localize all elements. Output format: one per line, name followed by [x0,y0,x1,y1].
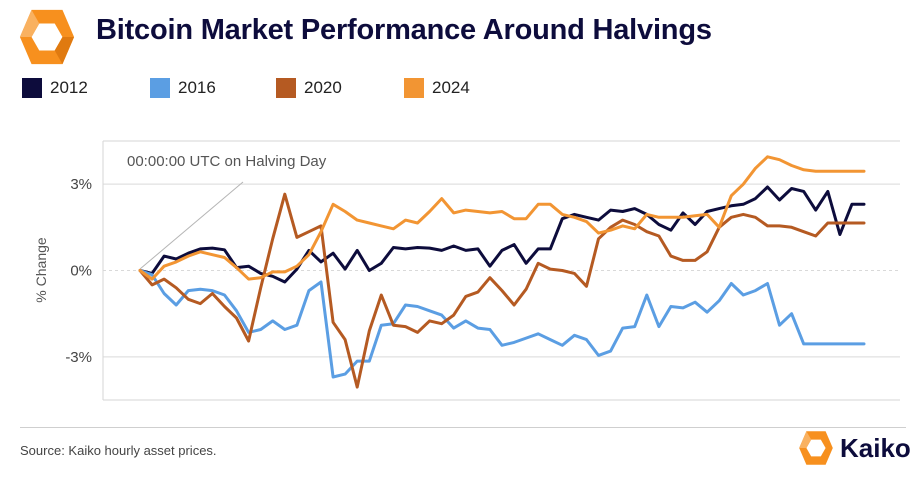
chart-annotation: 00:00:00 UTC on Halving Day [127,153,327,170]
legend-item-2024: 2024 [404,76,470,100]
legend-label-2016: 2016 [178,78,216,97]
y-axis-ticks: 3% 0% -3% [65,176,92,366]
chart-series [138,155,866,389]
y-tick-label: -3% [65,349,92,366]
series-line-2016 [138,269,866,379]
footer-divider [20,427,906,428]
chart-gridlines [103,183,900,358]
series-line-2020 [138,192,866,389]
legend-item-2012: 2012 [22,76,88,100]
legend-item-2020: 2020 [276,76,342,100]
annotation-pointer-line [139,181,244,270]
legend-label-2012: 2012 [50,78,88,97]
legend-swatch-2012 [22,78,42,98]
legend-swatch-2020 [276,78,296,98]
legend-item-2016: 2016 [150,76,216,100]
kaiko-brand-icon [799,431,833,465]
series-line-2012 [138,185,866,284]
legend-label-2024: 2024 [432,78,470,97]
source-note: Source: Kaiko hourly asset prices. [20,443,217,458]
series-line-2024 [138,155,866,281]
y-axis-label: % Change [33,237,49,303]
y-tick-label: 0% [70,263,92,280]
legend-label-2020: 2020 [304,78,342,97]
brand-logo: Kaiko [798,430,911,466]
legend-swatch-2024 [404,78,424,98]
page-title: Bitcoin Market Performance Around Halvin… [96,14,712,46]
y-tick-label: 3% [70,176,92,193]
legend-swatch-2016 [150,78,170,98]
kaiko-logo-icon [19,9,75,65]
brand-name: Kaiko [840,432,911,463]
